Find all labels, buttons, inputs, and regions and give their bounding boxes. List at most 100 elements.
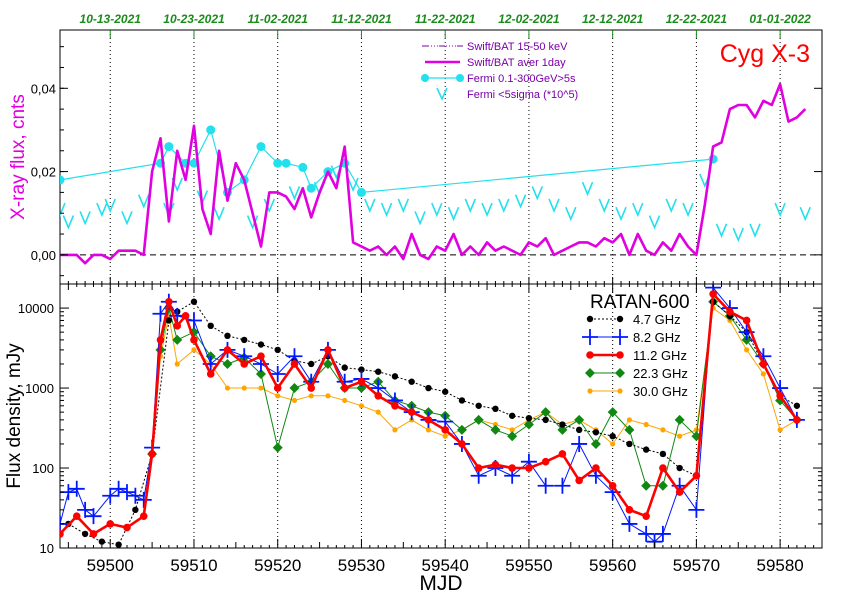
radio-data-point [325, 393, 331, 399]
radio-data-point [626, 440, 633, 448]
radio-data-point [692, 471, 701, 480]
radio-data-point [89, 530, 98, 538]
fermi-upper-limit-marker [364, 198, 376, 213]
legend-swatch-fermi-point [421, 74, 429, 82]
date-label: 12-02-2021 [498, 12, 560, 26]
radio-data-point [657, 480, 668, 491]
xray-vertical-gridlines [59, 30, 823, 284]
xray-y-tick-label: 0,02 [31, 165, 56, 180]
radio-data-point [523, 419, 534, 430]
legend-label: 30.0 GHz [633, 384, 688, 399]
legend-label: Fermi 0.1-300GeV>5s [467, 73, 576, 85]
radio-data-point [638, 525, 655, 542]
radio-title: RATAN-600 [590, 292, 690, 313]
radio-data-point [174, 361, 180, 367]
fermi-detection-point [164, 142, 174, 152]
radio-data-point [625, 506, 634, 514]
radio-data-point [777, 427, 783, 433]
fermi-upper-limit-marker [481, 202, 493, 218]
radio-data-point [190, 298, 198, 305]
legend-swatch-marker [587, 388, 593, 394]
radio-data-point [274, 346, 281, 354]
fermi-upper-limit-marker [104, 198, 116, 213]
fermi-detection-point [206, 125, 216, 135]
mjd-tick-label: 59580 [756, 556, 803, 575]
fermi-upper-limit-marker [96, 202, 108, 218]
radio-data-point [98, 538, 106, 545]
radio-data-point [575, 476, 583, 485]
fermi-upper-limit-marker [213, 206, 225, 222]
fermi-upper-limit-marker [380, 202, 393, 218]
radio-data-point [677, 433, 683, 439]
mjd-tick-label: 59570 [673, 556, 720, 575]
date-label: 12-12-2021 [582, 12, 644, 26]
radio-data-point [458, 440, 466, 448]
radio-data-point [407, 408, 416, 416]
legend-swatch-marker [616, 315, 624, 323]
radio-data-point [110, 480, 127, 497]
radio-data-point [340, 384, 349, 392]
radio-data-point [541, 457, 550, 466]
legend-label: 11.2 GHz [633, 348, 687, 363]
radio-y-ticks: 10 100 1000 10000 [18, 283, 822, 556]
radio-data-point [474, 464, 483, 472]
radio-data-point [540, 407, 551, 418]
mjd-tick-label: 59510 [170, 556, 217, 575]
xray-y-ticks: 0,00 0,02 0,04 [31, 46, 822, 277]
radio-data-point [135, 491, 152, 508]
radio-data-point [123, 523, 131, 532]
radio-data-point [60, 530, 64, 538]
radio-data-point [257, 352, 265, 361]
radio-data-point [392, 427, 398, 433]
fermi-upper-limit-marker [431, 202, 443, 218]
radio-data-point [240, 360, 249, 368]
radio-data-point [68, 480, 85, 497]
fermi-detection-point [356, 187, 366, 197]
radio-data-point [442, 433, 448, 439]
radio-data-point [374, 368, 382, 375]
radio-data-point [492, 421, 499, 428]
fermi-upper-limit-marker [447, 206, 460, 222]
legend-label: 8.2 GHz [633, 330, 681, 345]
radio-data-point [391, 401, 399, 410]
xray-y-tick-label: 0,00 [31, 248, 56, 263]
radio-data-point [241, 385, 247, 391]
radio-data-point [643, 421, 649, 428]
radio-data-point [322, 358, 333, 369]
radio-data-point [660, 427, 666, 433]
radio-data-point [106, 520, 115, 528]
radio-data-point [793, 402, 801, 409]
radio-data-point [207, 322, 214, 330]
legend-swatch-marker [617, 388, 623, 394]
fermi-upper-limit-marker [598, 198, 611, 213]
radio-data-point [674, 414, 685, 425]
fermi-upper-limit-marker [665, 198, 678, 213]
radio-data-point [776, 392, 784, 400]
radio-data-point [654, 525, 671, 542]
radio-data-point [308, 360, 315, 368]
radio-data-point [85, 508, 102, 525]
radio-data-point [358, 366, 365, 373]
radio-data-point [115, 541, 122, 548]
radio-data-point [688, 501, 705, 518]
legend-swatch-marker [612, 329, 628, 345]
radio-data-point [224, 385, 231, 391]
fermi-upper-limit-marker [288, 186, 301, 201]
fermi-upper-limit-marker [121, 211, 133, 226]
fermi-upper-limit-marker [732, 227, 745, 243]
radio-data-point [491, 460, 500, 469]
radio-data-point [257, 341, 265, 348]
date-label: 10-13-2021 [80, 12, 142, 26]
radio-data-point [473, 414, 484, 425]
fermi-upper-limit-marker [531, 186, 544, 201]
fermi-upper-limit-marker [62, 215, 75, 230]
radio-data-point [458, 397, 466, 404]
radio-data-point [275, 393, 281, 399]
xray-legend: Swift/BAT 15-50 keV Swift/BAT aver 1day Fe… [421, 41, 578, 101]
radio-data-point [356, 383, 367, 394]
radio-data-point [592, 429, 600, 436]
radio-y-tick-label: 10 [40, 541, 54, 556]
mjd-tick-label: 59500 [87, 556, 134, 575]
radio-data-point [642, 512, 650, 520]
